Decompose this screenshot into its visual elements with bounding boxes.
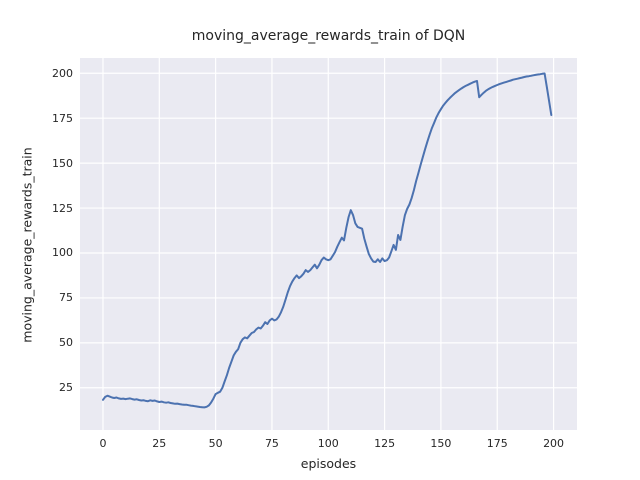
x-tick-label: 150 [430, 437, 452, 450]
x-tick-label: 50 [208, 437, 223, 450]
y-tick-label: 100 [52, 246, 73, 260]
y-tick-label: 200 [52, 66, 73, 80]
gridlines [80, 58, 577, 430]
x-tick-label: 25 [152, 437, 167, 450]
x-axis-label: episodes [300, 456, 357, 471]
x-tick-label: 100 [317, 437, 339, 450]
x-tick-label: 175 [486, 437, 508, 450]
series-line [102, 72, 553, 409]
y-tick-label: 125 [52, 201, 73, 215]
y-tick-label: 25 [59, 381, 73, 395]
y-tick-label: 175 [52, 111, 73, 125]
x-tick-label: 200 [543, 437, 565, 450]
y-tick-label: 150 [52, 156, 73, 170]
y-tick-label: 75 [59, 291, 73, 305]
y-axis-label: moving_average_rewards_train [19, 147, 35, 343]
y-tick-label: 50 [59, 336, 73, 350]
x-tick-label: 125 [374, 437, 396, 450]
chart-title: moving_average_rewards_train of DQN [191, 28, 466, 44]
x-tick-label: 0 [99, 437, 107, 450]
x-tick-label: 75 [264, 437, 279, 450]
